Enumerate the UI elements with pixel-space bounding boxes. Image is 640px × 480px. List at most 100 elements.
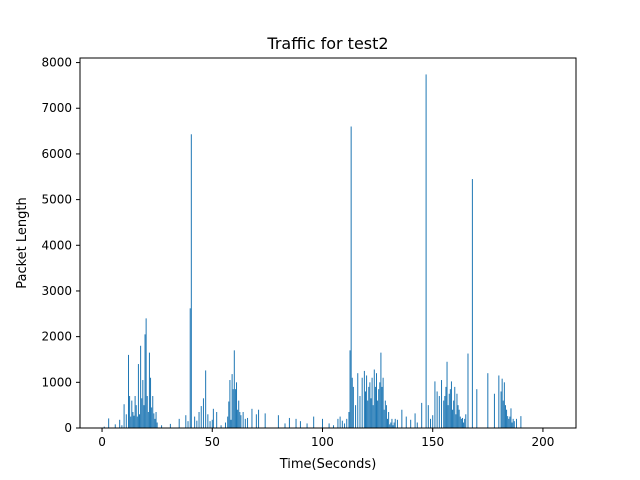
bar	[242, 412, 244, 428]
bar	[387, 418, 389, 428]
bar	[507, 416, 509, 428]
bar	[370, 398, 372, 428]
bar	[416, 422, 418, 428]
bar	[383, 409, 385, 428]
bar	[377, 400, 379, 428]
bar	[425, 74, 427, 428]
bar	[351, 377, 353, 428]
bar	[464, 418, 466, 428]
bar	[352, 386, 354, 428]
bar	[229, 380, 231, 428]
y-tick-label: 1000	[41, 375, 72, 389]
bar	[142, 380, 144, 428]
y-tick-label: 5000	[41, 193, 72, 207]
bar	[436, 391, 438, 428]
bar	[449, 389, 451, 428]
bar	[487, 373, 489, 428]
bar	[391, 418, 393, 428]
bar	[504, 405, 506, 428]
bar	[333, 425, 335, 428]
bar	[441, 380, 443, 428]
bar	[153, 413, 155, 428]
bar	[151, 407, 153, 428]
bar	[224, 422, 226, 428]
y-axis-ticks: 0 1000 2000 3000 4000 5000 6000 7000 8000	[41, 56, 80, 435]
bar	[501, 378, 503, 428]
y-tick-label: 2000	[41, 330, 72, 344]
x-tick-label: 100	[311, 435, 334, 449]
bar	[355, 405, 357, 428]
bar	[236, 382, 238, 428]
bar	[108, 418, 110, 428]
bar	[443, 400, 445, 428]
bar	[237, 409, 239, 428]
bar	[128, 354, 129, 428]
chart-title: Traffic for test2	[266, 34, 388, 53]
x-tick-label: 150	[421, 435, 444, 449]
bar	[200, 406, 202, 428]
bar	[458, 409, 460, 428]
bar	[103, 426, 105, 428]
bar	[465, 414, 467, 428]
y-tick-label: 3000	[41, 284, 72, 298]
bar	[367, 400, 369, 428]
bar	[228, 401, 230, 428]
bar	[154, 418, 156, 428]
bar	[119, 419, 121, 428]
y-tick-label: 8000	[41, 56, 72, 70]
bar	[196, 420, 198, 428]
bar	[121, 425, 123, 428]
bar	[227, 416, 229, 428]
bar	[405, 416, 407, 428]
bar	[277, 415, 279, 428]
bar	[247, 417, 249, 428]
bar	[388, 412, 390, 428]
bar	[133, 415, 135, 428]
bar	[306, 423, 308, 428]
y-tick-label: 0	[64, 421, 72, 435]
bar	[373, 369, 375, 428]
bar	[452, 409, 454, 428]
y-axis-label: Packet Length	[15, 197, 30, 289]
bar	[136, 416, 138, 428]
bar	[502, 400, 504, 428]
bar	[178, 418, 180, 428]
bar	[143, 405, 145, 428]
bar	[459, 416, 461, 428]
bar	[447, 405, 449, 428]
bar	[476, 389, 478, 428]
bar	[344, 423, 346, 428]
x-axis-ticks: 0 50 100 150 200	[98, 428, 554, 449]
bar	[378, 389, 380, 428]
bar	[380, 352, 382, 428]
bar	[348, 412, 350, 428]
bar	[129, 396, 131, 428]
bar	[508, 418, 510, 428]
bar	[384, 400, 386, 428]
bar	[467, 353, 469, 428]
bar	[511, 422, 513, 428]
bar	[414, 413, 416, 428]
bar	[288, 417, 290, 428]
bar	[385, 405, 387, 428]
bar	[216, 412, 218, 428]
bar	[205, 370, 207, 428]
bar	[341, 420, 343, 428]
bar	[238, 400, 240, 428]
bar	[299, 421, 301, 428]
bar	[209, 421, 211, 428]
bar	[364, 391, 366, 428]
bar	[357, 373, 359, 428]
bar	[144, 334, 146, 428]
bar	[346, 418, 348, 428]
x-tick-label: 0	[98, 435, 106, 449]
bar	[114, 424, 116, 428]
bar	[512, 418, 514, 428]
bar	[258, 409, 260, 428]
bar	[240, 415, 242, 428]
bar	[156, 422, 158, 428]
bar	[155, 412, 157, 428]
bar	[234, 389, 236, 428]
bar	[255, 414, 257, 428]
